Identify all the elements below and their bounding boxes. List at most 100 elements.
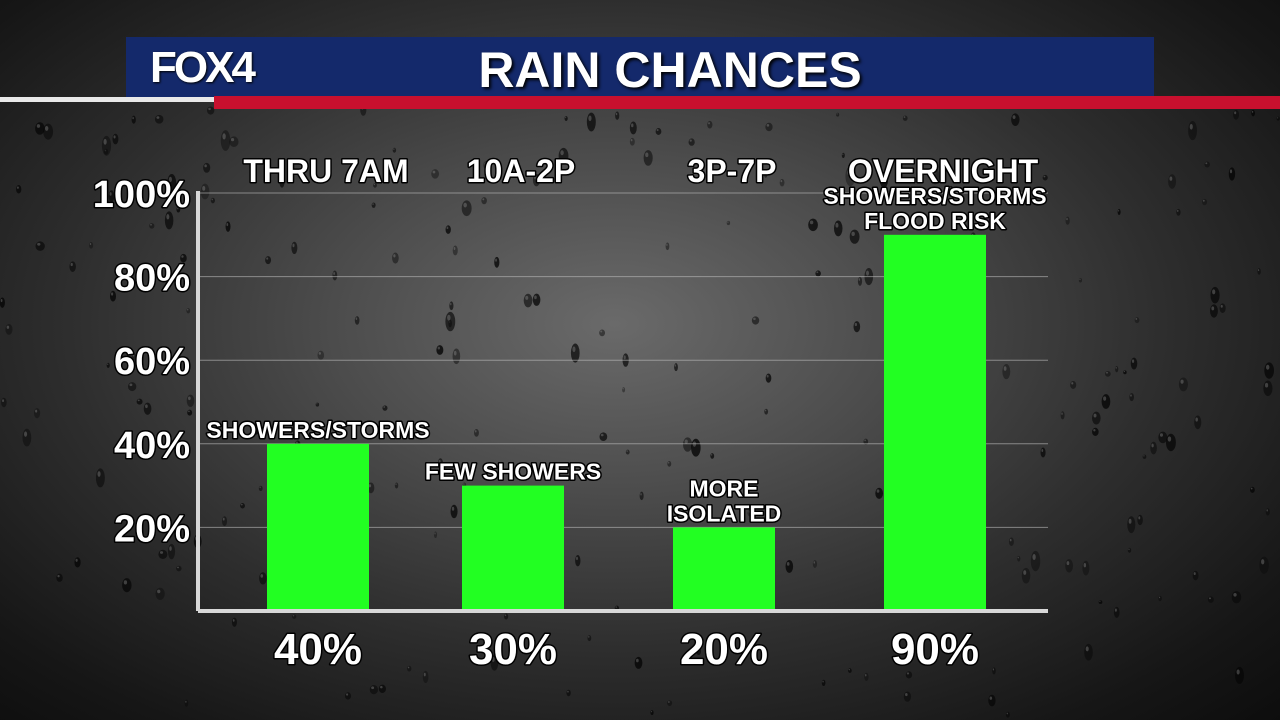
rain-drop bbox=[186, 394, 195, 407]
rain-drop-highlight bbox=[622, 387, 624, 390]
rain-drop-highlight bbox=[764, 172, 766, 175]
rain-drop bbox=[841, 152, 845, 158]
rain-drop-highlight bbox=[1093, 413, 1097, 418]
rain-drop bbox=[1078, 278, 1083, 283]
rain-drop-highlight bbox=[865, 674, 867, 677]
bar bbox=[462, 485, 564, 609]
rain-drop bbox=[1204, 161, 1210, 168]
rain-drop bbox=[845, 166, 856, 187]
rain-drop-highlight bbox=[630, 138, 633, 142]
rain-drop-highlight bbox=[1066, 217, 1068, 221]
rain-drop-highlight bbox=[166, 214, 170, 220]
rain-drop-highlight bbox=[157, 589, 161, 594]
rain-drop bbox=[503, 613, 509, 620]
rain-drop-highlight bbox=[447, 314, 451, 321]
rain-drop-highlight bbox=[1212, 289, 1216, 295]
rain-drop bbox=[558, 147, 569, 165]
rain-drop-highlight bbox=[423, 672, 426, 677]
rain-drop-highlight bbox=[656, 129, 659, 132]
rain-drop bbox=[180, 253, 187, 263]
title-banner bbox=[126, 37, 1154, 97]
rain-drop bbox=[240, 503, 245, 509]
rain-drop-highlight bbox=[89, 242, 92, 245]
rain-drop bbox=[587, 635, 592, 642]
rain-drop bbox=[988, 694, 996, 707]
rain-drop-highlight bbox=[668, 461, 670, 464]
rain-drop-highlight bbox=[318, 352, 321, 355]
rain-drop bbox=[43, 123, 54, 140]
rain-drop-highlight bbox=[292, 243, 295, 248]
bar-annotation: MORE bbox=[690, 475, 759, 501]
rain-drop bbox=[0, 297, 5, 308]
rain-drop-highlight bbox=[1158, 596, 1161, 599]
rain-drop-highlight bbox=[1085, 646, 1089, 652]
rain-drop-highlight bbox=[684, 439, 688, 444]
rain-drop bbox=[599, 329, 606, 337]
rain-drop bbox=[1129, 393, 1135, 402]
rain-drop bbox=[112, 133, 119, 145]
rain-drop bbox=[625, 449, 630, 455]
rain-drop-highlight bbox=[383, 406, 386, 408]
rain-drop-highlight bbox=[567, 690, 569, 693]
rain-drop-highlight bbox=[446, 226, 449, 230]
rain-drop bbox=[1158, 595, 1162, 602]
rain-drop bbox=[16, 185, 22, 194]
rain-drop bbox=[863, 438, 869, 445]
rain-drop bbox=[1084, 643, 1093, 661]
y-tick-label: 20% bbox=[114, 508, 190, 550]
rain-drop bbox=[1005, 711, 1010, 718]
rain-drop bbox=[229, 136, 239, 148]
rain-drop bbox=[445, 311, 456, 332]
y-tick-label: 40% bbox=[114, 425, 190, 467]
rain-drop-highlight bbox=[57, 574, 60, 578]
rain-drop bbox=[136, 398, 143, 405]
rain-drop bbox=[203, 162, 211, 173]
rain-drop-highlight bbox=[1041, 448, 1044, 452]
rain-drop bbox=[765, 122, 773, 132]
rain-drop-highlight bbox=[1159, 433, 1164, 437]
rain-drop-highlight bbox=[474, 430, 477, 433]
rain-drop-highlight bbox=[753, 317, 756, 321]
rain-drop bbox=[1115, 365, 1119, 373]
rain-drop-highlight bbox=[572, 346, 576, 353]
rain-drop bbox=[1234, 666, 1245, 684]
rain-drop bbox=[1002, 363, 1011, 380]
rain-drop bbox=[682, 437, 693, 452]
rain-drop-highlight bbox=[36, 124, 41, 128]
rain-drop bbox=[1008, 537, 1014, 546]
rain-drop bbox=[523, 293, 533, 308]
rain-drop bbox=[56, 573, 63, 582]
rain-drop-highlight bbox=[631, 123, 634, 128]
rain-drop-highlight bbox=[1189, 123, 1193, 130]
rain-drop bbox=[1150, 441, 1157, 455]
rain-drop-highlight bbox=[774, 510, 777, 513]
rain-drop bbox=[106, 362, 110, 368]
rain-drop bbox=[1219, 303, 1226, 314]
rain-drop-highlight bbox=[1234, 111, 1237, 115]
rain-drop bbox=[1137, 514, 1143, 526]
rain-drop bbox=[1251, 109, 1255, 117]
rain-drop bbox=[1263, 380, 1273, 397]
rain-drop-highlight bbox=[992, 668, 995, 671]
rain-drop bbox=[1142, 454, 1147, 459]
rain-drop-highlight bbox=[1205, 162, 1208, 165]
rain-drop-highlight bbox=[35, 409, 38, 413]
rain-drop bbox=[879, 174, 888, 188]
rain-drop bbox=[158, 549, 168, 560]
rain-drop-highlight bbox=[822, 680, 824, 683]
rain-drop bbox=[1231, 591, 1242, 604]
rain-drop-highlight bbox=[24, 431, 28, 437]
rain-drop bbox=[1210, 286, 1220, 304]
rain-drop-highlight bbox=[858, 278, 861, 281]
bar-annotation: SHOWERS/STORMS bbox=[206, 417, 429, 443]
rain-drop-highlight bbox=[1220, 304, 1223, 308]
rain-drop bbox=[532, 293, 541, 306]
rain-drop bbox=[354, 316, 360, 325]
rain-drop-highlight bbox=[1066, 561, 1070, 566]
rain-drop bbox=[667, 461, 672, 467]
fox4-logo: FOX4 bbox=[150, 43, 256, 92]
rain-drop bbox=[667, 700, 673, 706]
rain-drop-highlight bbox=[202, 185, 206, 191]
rain-drop-highlight bbox=[666, 243, 668, 246]
